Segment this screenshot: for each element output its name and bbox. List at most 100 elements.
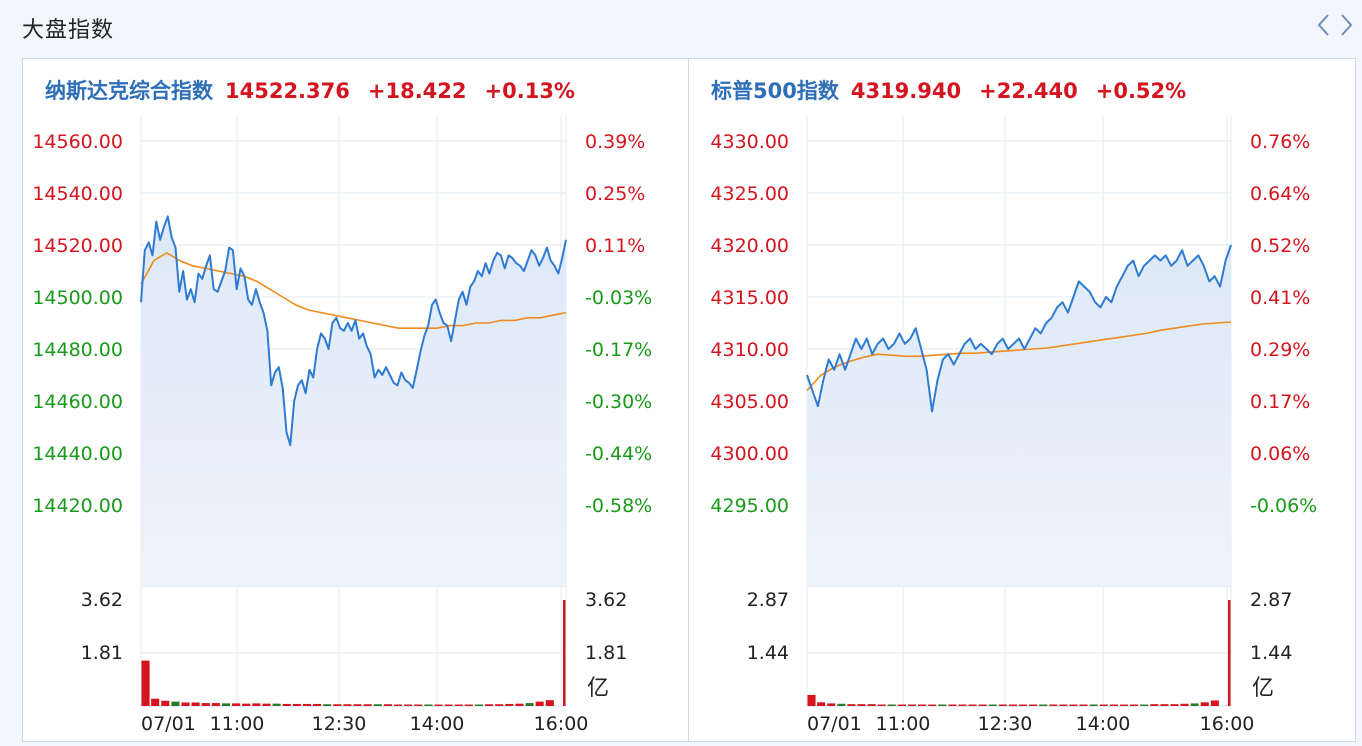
index-change-percent: +0.52% — [1095, 79, 1187, 103]
y-tick-label: 4330.00 — [710, 131, 789, 153]
price-area — [141, 216, 566, 586]
volume-bar — [313, 703, 322, 706]
index-change-percent: +0.13% — [484, 79, 575, 103]
page-title: 大盘指数 — [22, 18, 115, 43]
volume-bar — [1190, 703, 1199, 706]
volume-bar — [545, 700, 554, 706]
volume-bar — [383, 704, 392, 706]
volume-bar — [948, 704, 957, 706]
volume-bars — [141, 600, 566, 706]
index-name[interactable]: 标普500指数 — [711, 79, 839, 103]
volume-bar — [444, 704, 453, 706]
volume-bar — [928, 704, 937, 706]
volume-bar — [1140, 704, 1149, 706]
panel-header: 纳斯达克综合指数 14522.376 +18.422 +0.13% — [45, 75, 575, 105]
y-tick-label: 14460.00 — [32, 391, 123, 413]
volume-bar — [454, 704, 463, 706]
volume-bar — [938, 704, 947, 706]
volume-tick-label: 2.87 — [1250, 589, 1292, 611]
volume-tick-label: 3.62 — [81, 589, 123, 611]
volume-bar — [363, 704, 372, 706]
y-tick-label: 4325.00 — [710, 183, 789, 205]
volume-bar — [968, 704, 977, 706]
percent-tick-label: 0.76% — [1250, 131, 1310, 153]
volume-bar — [1119, 704, 1129, 706]
y-tick-label: 4315.00 — [710, 287, 789, 309]
volume-bar — [897, 704, 906, 706]
percent-tick-label: 0.39% — [585, 131, 645, 153]
volume-bar — [474, 704, 484, 706]
x-tick-label: 16:00 — [1200, 713, 1255, 735]
volume-bar — [373, 704, 382, 706]
price-line — [140, 215, 567, 447]
percent-tick-label: 0.64% — [1250, 183, 1310, 205]
percent-tick-label: -0.44% — [585, 443, 652, 465]
volume-bar — [302, 703, 311, 706]
volume-bar — [464, 704, 473, 706]
index-value: 14522.376 — [225, 79, 350, 103]
percent-tick-label: 0.17% — [1250, 391, 1310, 413]
percent-tick-label: -0.06% — [1250, 495, 1317, 517]
volume-bar — [1109, 704, 1118, 706]
volume-bar — [1019, 704, 1028, 706]
volume-tick-label: 1.44 — [1250, 642, 1292, 664]
volume-bar — [867, 704, 876, 706]
volume-bar — [958, 704, 967, 706]
index-name[interactable]: 纳斯达克综合指数 — [45, 79, 213, 103]
index-change: +18.422 — [367, 79, 467, 103]
volume-bar — [272, 703, 281, 706]
price-line — [806, 244, 1232, 413]
volume-tick-label: 1.81 — [81, 642, 123, 664]
volume-bar — [191, 702, 200, 706]
y-tick-label: 4295.00 — [710, 495, 789, 517]
y-tick-label: 14440.00 — [32, 443, 123, 465]
volume-bar — [1150, 704, 1159, 706]
volume-bar — [141, 660, 150, 706]
volume-bar — [1069, 704, 1078, 706]
volume-bar — [181, 702, 190, 706]
volume-bar — [877, 704, 886, 706]
volume-bar — [1049, 704, 1058, 706]
y-tick-label: 14480.00 — [32, 339, 123, 361]
volume-bar — [505, 703, 514, 706]
volume-tick-label: 3.62 — [585, 589, 627, 611]
volume-bar — [515, 703, 524, 706]
volume-bar — [262, 703, 271, 706]
volume-bar — [1180, 703, 1189, 706]
percent-tick-label: 0.11% — [585, 235, 645, 257]
percent-tick-label: 0.29% — [1250, 339, 1310, 361]
y-tick-label: 14500.00 — [32, 287, 123, 309]
y-tick-label: 4300.00 — [710, 443, 789, 465]
percent-tick-label: -0.17% — [585, 339, 652, 361]
volume-bar — [343, 704, 352, 706]
volume-bar — [333, 704, 342, 706]
percent-tick-label: 0.41% — [1250, 287, 1310, 309]
volume-bar — [434, 704, 443, 706]
volume-bar — [807, 694, 816, 706]
y-tick-label: 4320.00 — [710, 235, 789, 257]
volume-unit-label: 亿 — [1252, 676, 1274, 701]
volume-bar — [353, 704, 362, 706]
volume-bar — [485, 704, 494, 706]
x-tick-label: 07/01 — [807, 713, 862, 735]
price-area — [807, 245, 1231, 586]
y-tick-label: 4305.00 — [710, 391, 789, 413]
volume-bar — [535, 701, 544, 706]
volume-bar — [201, 703, 210, 706]
volume-bar — [563, 600, 566, 706]
volume-bar — [221, 703, 231, 706]
volume-tick-label: 1.81 — [585, 642, 627, 664]
previous-arrow-icon[interactable] — [1313, 10, 1335, 40]
y-tick-label: 14520.00 — [32, 235, 123, 257]
volume-bar — [1029, 704, 1038, 706]
x-tick-label: 12:30 — [312, 713, 367, 735]
volume-bar — [393, 704, 403, 706]
volume-bar — [151, 698, 160, 706]
volume-bar — [252, 703, 261, 706]
next-arrow-icon[interactable] — [1335, 10, 1357, 40]
percent-tick-label: 0.06% — [1250, 443, 1310, 465]
volume-bar — [171, 701, 180, 706]
x-tick-label: 11:00 — [876, 713, 931, 735]
volume-bar — [323, 704, 332, 706]
volume-bar — [211, 703, 220, 706]
